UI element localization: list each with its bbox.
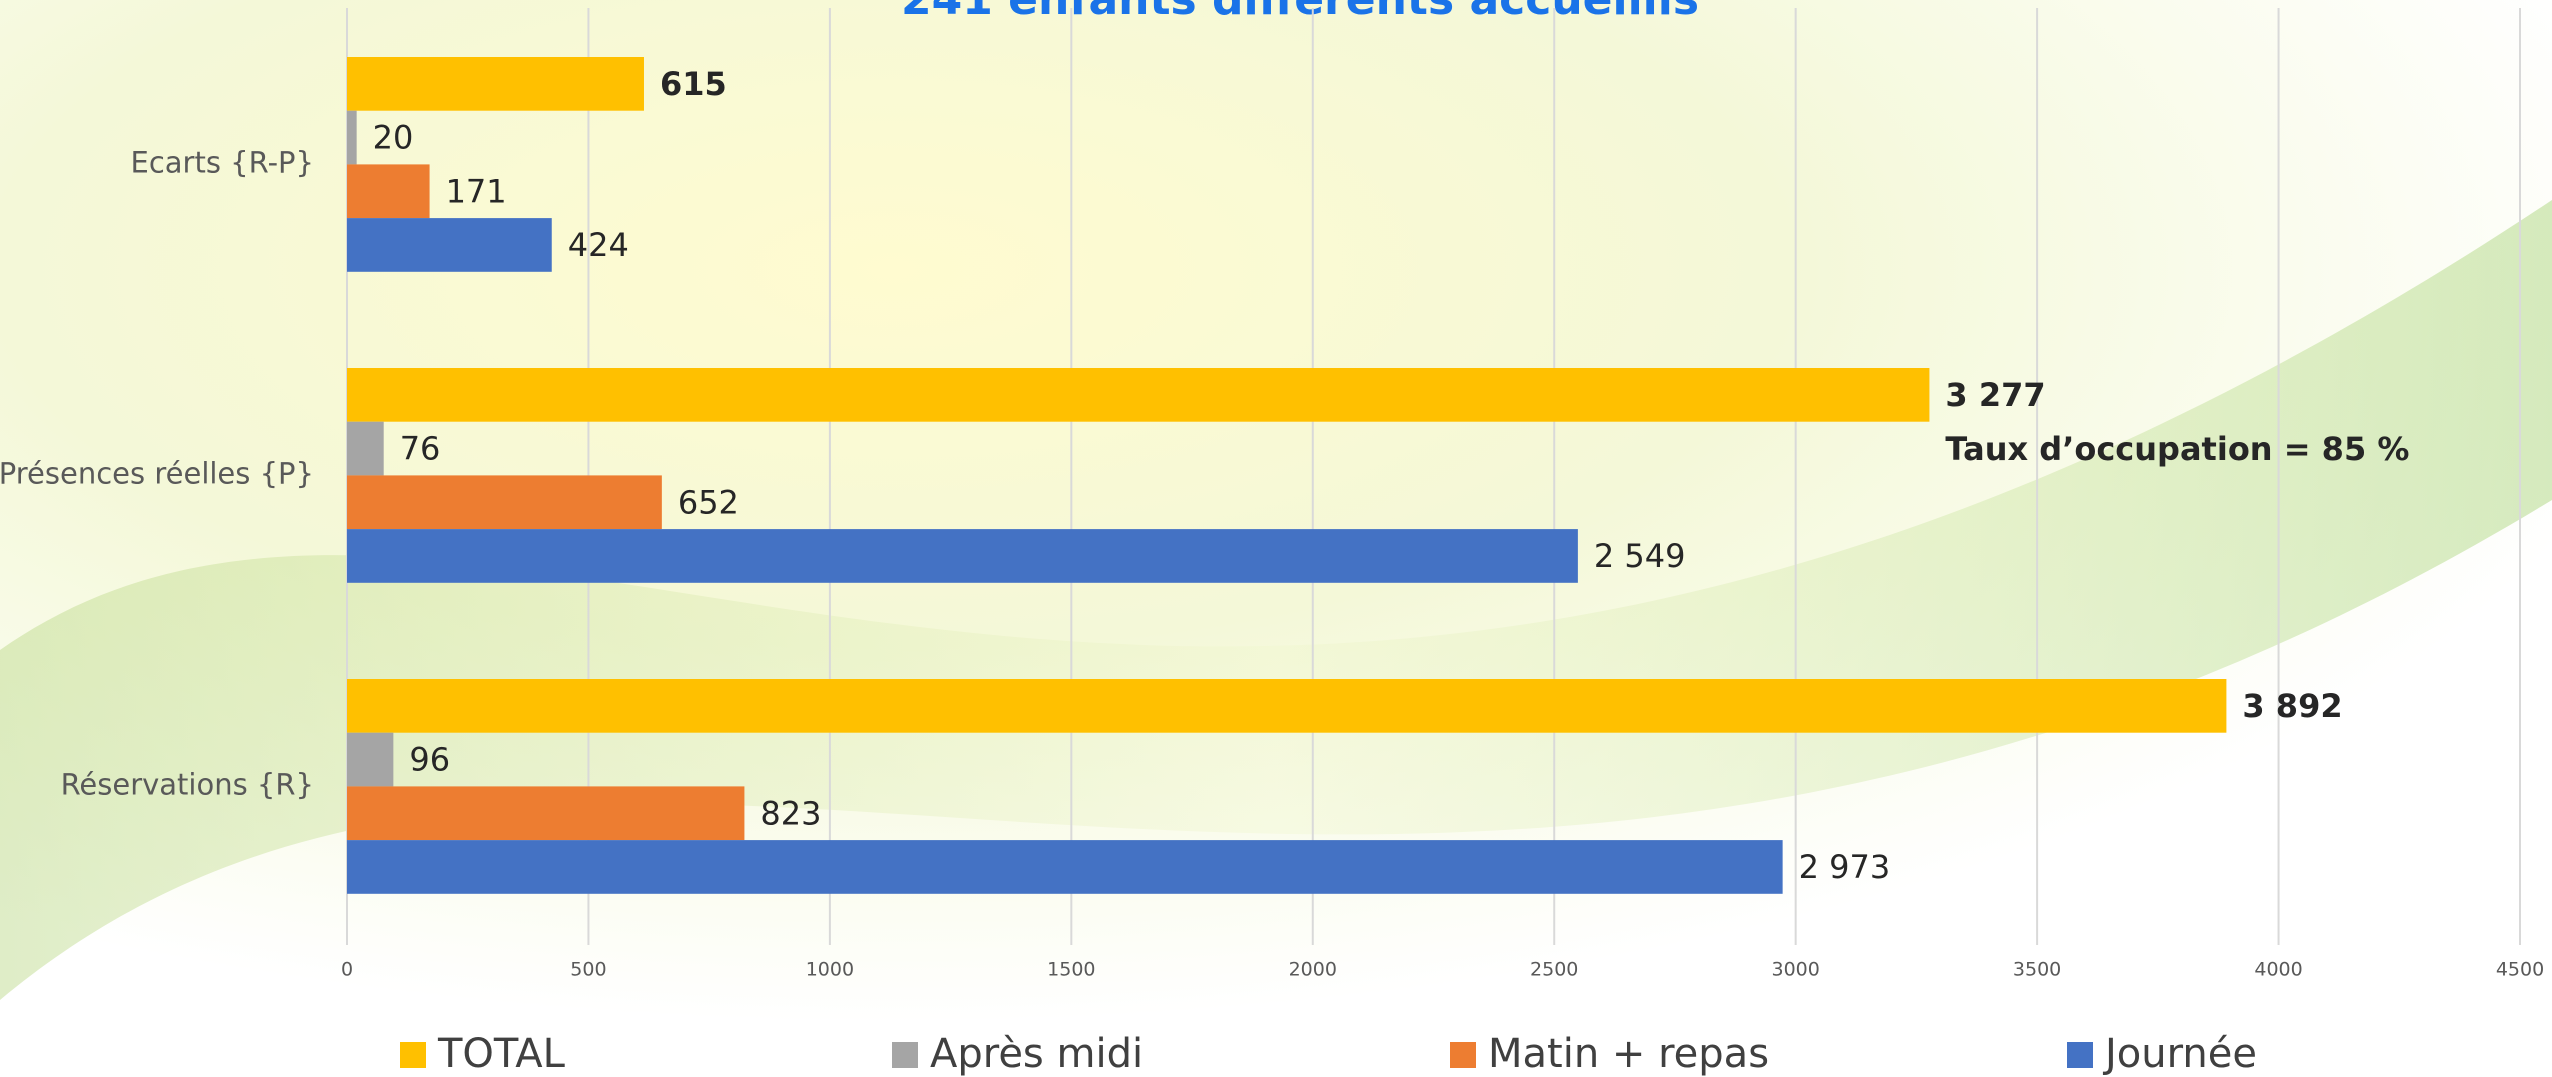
bar [347, 786, 745, 841]
data-label: 20 [373, 119, 414, 157]
data-label: 3 277 [1945, 376, 2045, 414]
x-tick-label: 3500 [2013, 959, 2061, 981]
bar [347, 421, 384, 476]
legend-swatch [1450, 1042, 1476, 1068]
data-label: 615 [660, 65, 727, 103]
x-tick-label: 500 [570, 959, 606, 981]
y-tick-label: Réservations {R} [61, 767, 314, 801]
bar [347, 529, 1578, 583]
data-label: 96 [409, 741, 450, 779]
data-label: 424 [568, 226, 629, 264]
bar [347, 218, 552, 272]
annotation: Taux d’occupation = 85 % [1945, 430, 2409, 468]
x-tick-label: 3000 [1771, 959, 1819, 981]
x-tick-label: 4000 [2254, 959, 2302, 981]
bar [347, 164, 430, 219]
bar [347, 57, 644, 111]
bar [347, 679, 2227, 733]
data-label: 2 549 [1594, 537, 1686, 575]
bar [347, 732, 394, 787]
data-label: 76 [400, 430, 441, 468]
y-tick-label: Ecarts {R-P} [131, 145, 315, 179]
legend-label: TOTAL [437, 1031, 566, 1077]
legend-swatch [892, 1042, 918, 1068]
x-tick-label: 2000 [1289, 959, 1337, 981]
data-label: 652 [678, 483, 739, 521]
data-label: 3 892 [2242, 687, 2342, 725]
legend-label: Après midi [930, 1031, 1143, 1077]
bar [347, 110, 357, 165]
x-tick-label: 2500 [1530, 959, 1578, 981]
x-tick-label: 0 [341, 959, 353, 981]
chart-title: 241 enfants différents accueillis [901, 0, 1699, 25]
data-label: 2 973 [1799, 848, 1891, 886]
x-tick-label: 1000 [806, 959, 854, 981]
bar [347, 475, 662, 530]
bar [347, 840, 1783, 894]
legend-label: Matin + repas [1488, 1031, 1769, 1077]
data-label: 823 [760, 794, 821, 832]
data-label: 171 [446, 172, 507, 210]
bar [347, 368, 1930, 422]
x-tick-label: 4500 [2496, 959, 2544, 981]
legend-swatch [2067, 1042, 2093, 1068]
legend-label: Journée [2102, 1031, 2257, 1077]
y-tick-label: Présences réelles {P} [0, 456, 314, 490]
x-tick-label: 1500 [1047, 959, 1095, 981]
legend-swatch [400, 1042, 426, 1068]
